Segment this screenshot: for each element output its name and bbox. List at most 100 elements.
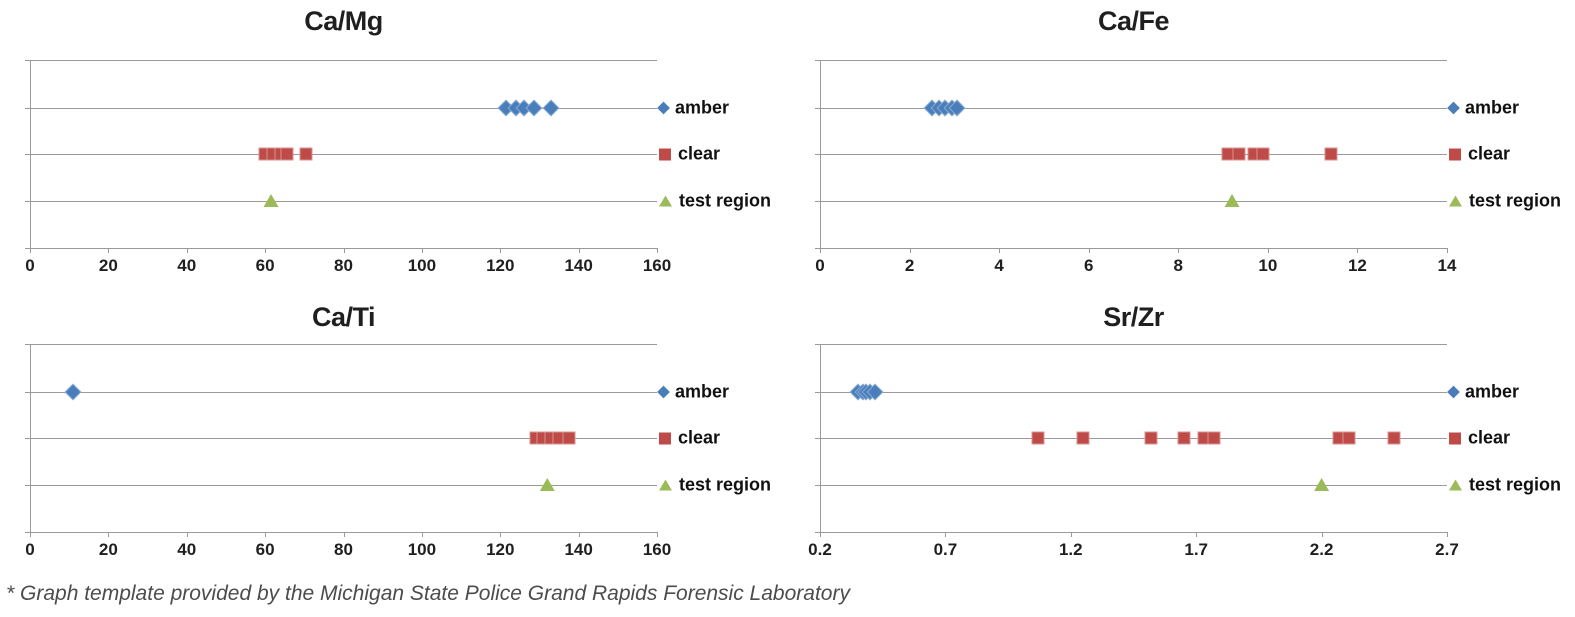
legend-label: clear [1468,427,1511,448]
gridline [820,60,1447,61]
x-axis-tick [578,532,580,537]
data-point-square [1207,431,1221,445]
legend-label: clear [1468,143,1511,164]
legend-label: amber [675,97,730,118]
data-point-square [1031,431,1045,445]
x-axis-tick [186,532,188,537]
plot-area: 0 20 40 60 80 100 120 140 160 [25,60,671,275]
square-icon [1449,148,1461,160]
legend-label: test region [679,190,772,211]
y-axis-tick [25,201,30,202]
x-axis-tick [1357,248,1359,253]
data-point-square [1232,147,1246,161]
y-axis-tick [815,201,820,202]
gridline [820,485,1447,486]
chart-sr-zr: Sr/Zr 0.2 0.7 1.2 1.7 2.2 2.7 amber clear test re… [790,300,1575,596]
x-tick-label: 40 [177,540,197,559]
y-axis-tick [25,60,30,61]
x-tick-label: 80 [334,540,353,559]
chart-ca-fe: Ca/Fe 0 2 4 6 8 10 12 14 amber clear test region [790,0,1575,296]
data-point-square [280,147,294,161]
x-tick-label: 60 [255,540,275,559]
y-axis-tick [815,154,820,155]
x-tick-label: 20 [98,256,118,275]
legend-item-amber: amber [657,97,730,119]
x-tick-label: 1.2 [1058,540,1083,559]
x-tick-label: 160 [642,540,672,559]
chart-title: Ca/Fe [1097,6,1170,36]
x-axis-tick [30,532,31,537]
x-axis-tick [1447,248,1448,253]
diamond-icon [1447,101,1460,115]
data-point-square [299,147,313,161]
gridline [820,344,1447,345]
x-tick-label: 0 [25,540,35,559]
data-point-diamond [525,99,543,117]
data-point-square [1177,431,1191,445]
legend-label: clear [678,427,721,448]
x-axis-tick [186,248,188,253]
data-point-square [1387,431,1401,445]
x-axis-tick [1267,248,1269,253]
y-axis-tick [25,154,30,155]
gridline [30,485,657,486]
y-axis-line [820,344,821,537]
x-axis-tick [343,248,345,253]
gridline [820,532,1447,533]
legend-item-clear: clear [659,144,720,165]
x-axis-tick [909,248,911,253]
x-axis-tick [421,532,423,537]
data-point-diamond [542,99,560,117]
chart-title: Sr/Zr [1103,302,1164,332]
x-axis-tick [1447,532,1448,537]
chart-ca-mg: Ca/Mg 0 20 40 60 80 100 120 140 160 amber clear test… [0,0,785,296]
x-axis-tick [30,248,31,253]
x-tick-label: 6 [1083,256,1094,275]
x-tick-label: 0.2 [808,540,832,559]
plot-area: 0.2 0.7 1.2 1.7 2.2 2.7 [808,344,1459,559]
gridline [30,344,657,345]
gridline [820,108,1447,109]
legend-item-clear: clear [1449,428,1510,449]
x-axis-tick [1178,248,1180,253]
legend-item-amber: amber [1447,382,1519,403]
y-axis-tick [815,344,820,345]
gridline [30,60,657,61]
gridline [820,438,1447,439]
diamond-icon [1447,385,1460,399]
x-tick-label: 80 [334,256,353,275]
x-tick-label: 140 [564,256,593,275]
x-axis-tick [999,248,1001,253]
data-point-square [1144,431,1158,445]
data-point-square [1076,431,1090,445]
x-tick-label: 2 [904,256,915,275]
gridline [30,154,657,155]
x-axis-tick [421,248,423,253]
y-axis-tick [25,485,30,486]
diamond-icon [657,385,670,399]
gridline [820,248,1447,249]
x-axis-tick [108,532,110,537]
x-tick-label: 120 [486,540,515,559]
legend-label: clear [678,143,721,164]
x-axis-tick [343,532,345,537]
chart-title: Ca/Ti [311,302,376,332]
y-axis-tick [815,108,820,109]
y-axis-line [30,60,31,253]
x-axis-tick [265,248,267,253]
legend-item-test-region: test region [659,191,771,212]
gridline [820,201,1447,202]
data-point-square [1342,431,1356,445]
gridline [30,108,657,109]
x-axis-tick [1321,532,1323,537]
square-icon [1449,432,1461,444]
legend-item-clear: clear [1449,144,1510,165]
chart-title: Ca/Mg [304,6,383,36]
x-tick-label: 140 [564,540,593,559]
legend-item-test-region: test region [659,475,771,496]
legend-label: test region [1469,190,1562,211]
x-axis-tick [500,248,502,253]
gridline [820,392,1447,393]
legend-item-amber: amber [1447,98,1519,119]
y-axis-tick [815,532,820,533]
